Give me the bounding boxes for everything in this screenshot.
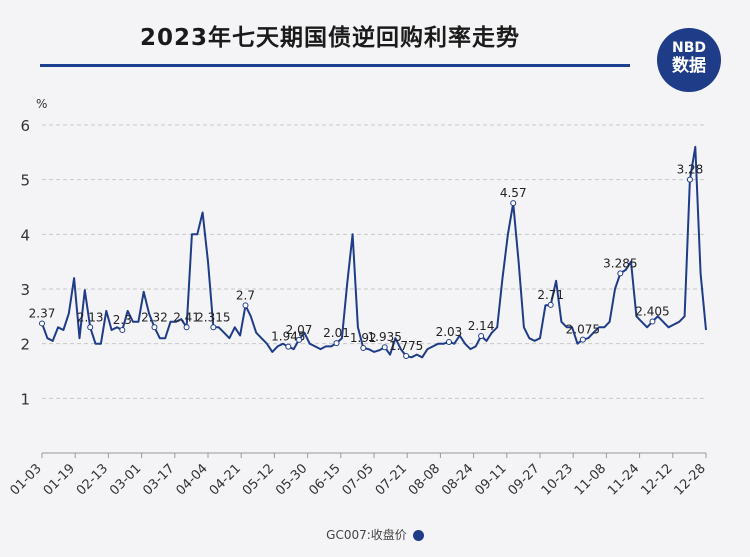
data-label: 2.315: [196, 310, 230, 324]
data-label: 3.28: [677, 163, 704, 177]
x-tick-label: 06-15: [306, 461, 343, 498]
data-label: 2.71: [537, 288, 564, 302]
data-point-marker: [242, 302, 249, 309]
y-axis-unit: %: [36, 97, 47, 111]
y-tick-label: 2: [20, 336, 30, 354]
data-point-marker: [210, 324, 217, 331]
data-point-marker: [510, 200, 517, 207]
data-label: 2.37: [29, 306, 56, 320]
data-label: 2.01: [323, 326, 350, 340]
data-point-marker: [39, 320, 45, 327]
data-label: 2.14: [468, 319, 495, 333]
data-point-marker: [445, 339, 452, 346]
y-tick-label: 4: [20, 226, 30, 244]
data-point-marker: [617, 270, 624, 277]
x-tick-label: 01-03: [8, 461, 45, 498]
data-point-marker: [333, 340, 340, 347]
data-label: 2.32: [141, 310, 168, 324]
nbd-logo: NBD 数据: [657, 28, 721, 92]
x-tick-label: 03-01: [107, 461, 144, 498]
x-tick-label: 07-21: [373, 461, 410, 498]
x-tick-label: 09-11: [472, 461, 509, 498]
data-label: 1.92: [350, 331, 377, 345]
data-label: 2.03: [436, 325, 463, 339]
data-point-marker: [285, 343, 292, 350]
data-label: 3.285: [603, 256, 637, 270]
data-label: 2.075: [566, 323, 600, 337]
data-point-marker: [649, 318, 656, 325]
data-point-marker: [87, 324, 94, 331]
data-point-marker: [686, 176, 693, 183]
data-point-marker: [183, 324, 190, 331]
data-point-marker: [360, 345, 367, 352]
logo-text-nbd: NBD: [671, 40, 706, 56]
x-tick-label: 02-13: [74, 461, 111, 498]
x-tick-label: 12-12: [638, 461, 675, 498]
y-tick-label: 6: [20, 117, 30, 135]
data-point-marker: [579, 336, 586, 343]
y-tick-label: 1: [20, 390, 30, 408]
data-point-marker: [151, 324, 158, 331]
x-tick-label: 12-28: [672, 461, 709, 498]
data-label: 2.41: [173, 310, 200, 324]
data-label: 4.57: [500, 186, 527, 200]
series-line-gc007: [41, 145, 707, 359]
x-tick-label: 10-23: [539, 461, 576, 498]
x-tick-label: 05-30: [273, 461, 310, 498]
y-tick-label: 3: [20, 281, 30, 299]
data-point-marker: [381, 344, 388, 351]
x-tick-label: 01-19: [41, 461, 78, 498]
y-tick-label: 5: [20, 172, 30, 190]
data-label: 2.7: [236, 288, 255, 302]
data-label: 2.3: [113, 313, 132, 327]
legend-marker: [412, 530, 424, 541]
x-tick-label: 11-08: [572, 461, 609, 498]
data-label: 2.07: [286, 323, 313, 337]
x-tick-label: 03-17: [140, 461, 177, 498]
legend-label: GC007:收盘价: [326, 528, 407, 542]
data-point-marker: [403, 352, 410, 359]
legend: GC007:收盘价: [0, 526, 750, 543]
data-point-marker: [119, 327, 126, 333]
logo-text-data: 数据: [672, 56, 706, 76]
data-label: 2.13: [77, 310, 104, 324]
x-tick-label: 11-24: [605, 461, 642, 498]
x-tick-label: 07-05: [340, 461, 377, 498]
x-tick-label: 08-08: [406, 461, 443, 498]
data-label: 1.935: [368, 330, 402, 344]
data-point-marker: [478, 333, 485, 340]
x-tick-label: 09-27: [506, 461, 543, 498]
chart-title: 2023年七天期国债逆回购利率走势: [139, 25, 520, 51]
data-point-marker: [296, 336, 303, 343]
x-tick-label: 04-21: [207, 461, 244, 498]
x-tick-label: 05-12: [240, 461, 277, 498]
x-tick-label: 08-24: [439, 461, 476, 498]
title-underline: [40, 64, 630, 67]
x-tick-label: 04-04: [174, 461, 211, 498]
data-label: 1.775: [389, 339, 423, 353]
data-label: 2.405: [635, 305, 669, 319]
data-point-marker: [547, 301, 554, 308]
